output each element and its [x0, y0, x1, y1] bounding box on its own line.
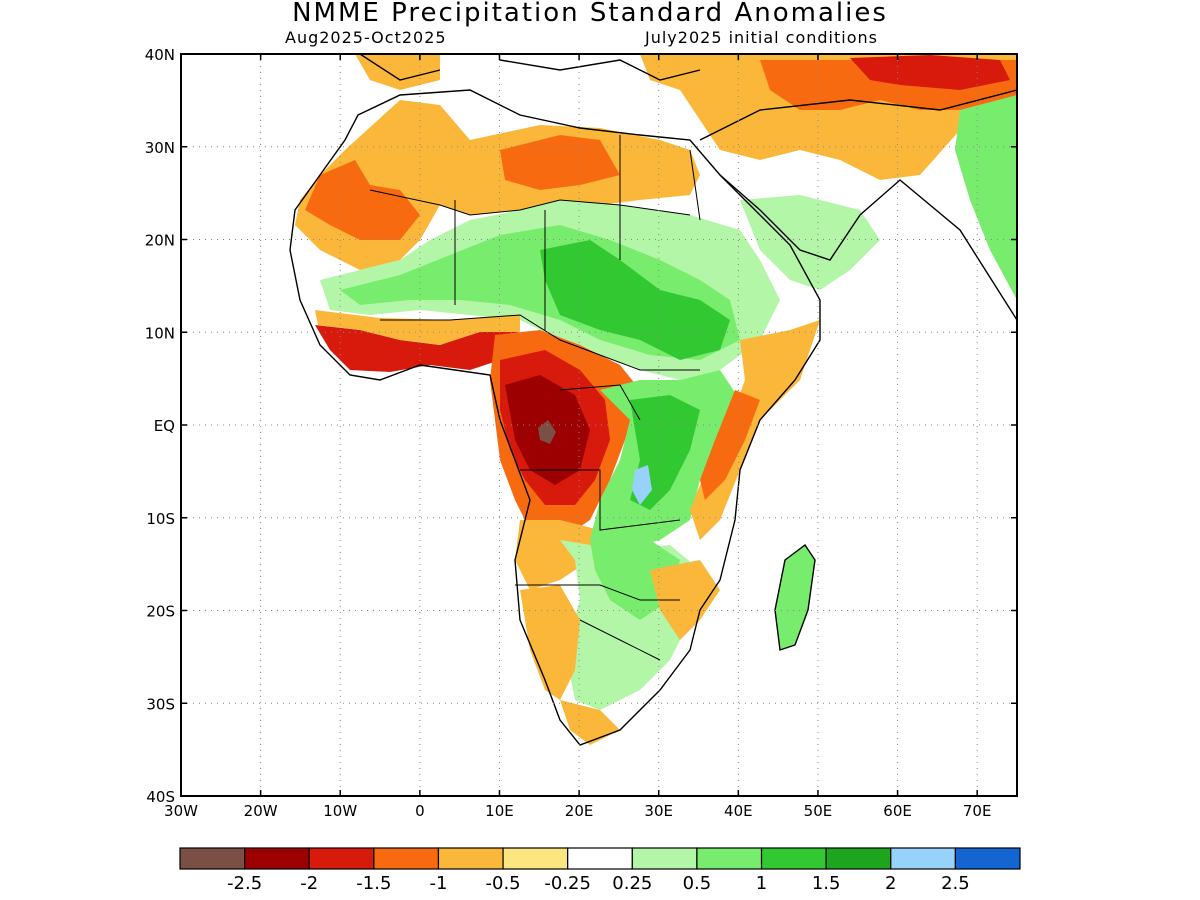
map-grid: [181, 54, 1017, 796]
anomaly-iran-red: [850, 55, 1010, 90]
lat-tick-label: 20S: [146, 603, 175, 621]
anomaly-guinea-coast-dry: [315, 325, 520, 372]
lat-tick-label: 40S: [146, 788, 175, 806]
lat-tick-label: 10N: [145, 324, 175, 342]
lon-tick-label: 60E: [883, 802, 912, 820]
legend-label: -0.5: [486, 873, 521, 894]
forecast-period: Aug2025-Oct2025: [285, 28, 447, 47]
legend-label: 1.5: [812, 873, 841, 894]
lat-tick-label: 30S: [146, 695, 175, 713]
map-title: NMME Precipitation Standard Anomalies: [292, 0, 888, 28]
legend-swatch: [760, 847, 827, 870]
anomaly-namibia-dry: [520, 585, 580, 700]
anomaly-madagascar-wet: [775, 545, 815, 650]
legend-swatch: [631, 847, 698, 870]
legend-label: 0.5: [683, 873, 712, 894]
lon-tick-label: 30W: [164, 802, 198, 820]
lat-tick-label: 30N: [145, 139, 175, 157]
anomaly-sahara-orange: [305, 160, 420, 240]
legend-swatch: [373, 847, 440, 870]
anomaly-kenya-orange: [700, 390, 760, 500]
lon-tick-label: 20W: [244, 802, 278, 820]
legend-label: -1.5: [356, 873, 391, 894]
legend-label: -2.5: [227, 873, 262, 894]
color-legend: [179, 847, 1021, 870]
lon-tick-label: 10E: [485, 802, 514, 820]
lat-tick-label: 20N: [145, 232, 175, 250]
legend-swatch: [437, 847, 504, 870]
legend-label: -2: [300, 873, 318, 894]
lon-tick-label: 40E: [724, 802, 753, 820]
lon-tick-label: 30E: [644, 802, 673, 820]
legend-swatch: [567, 847, 633, 870]
legend-swatch: [954, 847, 1021, 870]
lat-tick-label: 40N: [145, 46, 175, 64]
anomaly-mozambique-dry: [650, 560, 720, 640]
lon-tick-label: 70E: [963, 802, 992, 820]
legend-swatch: [825, 847, 892, 870]
anomaly-angola-dry: [515, 520, 600, 590]
legend-label: -1: [429, 873, 447, 894]
legend-label: 2.5: [941, 873, 970, 894]
anomaly-libya-orange: [500, 135, 620, 190]
legend-label: 2: [885, 873, 896, 894]
lat-tick-label: EQ: [154, 417, 175, 435]
lon-tick-label: 0: [415, 802, 425, 820]
anomaly-horn-dry: [690, 320, 820, 540]
legend-swatch: [696, 847, 763, 870]
lon-tick-label: 10W: [323, 802, 357, 820]
legend-swatch: [179, 847, 246, 870]
initial-conditions: July2025 initial conditions: [645, 28, 878, 47]
coastlines: [289, 54, 1017, 746]
legend-swatch: [244, 847, 310, 870]
legend-swatch: [308, 847, 375, 870]
anomaly-lake-blue: [632, 465, 652, 505]
legend-label: 0.25: [612, 873, 652, 894]
country-borders: [369, 135, 701, 661]
lon-tick-label: 20E: [565, 802, 594, 820]
legend-labels: -2.5 -2 -1.5 -1 -0.5 -0.25 0.25 0.5 1 1.5 2 2.5: [227, 873, 970, 894]
lat-tick-label: 10S: [146, 510, 175, 528]
anomaly-arabia-wet: [740, 195, 880, 290]
legend-swatch: [890, 847, 956, 870]
lon-tick-label: 50E: [804, 802, 833, 820]
anomaly-congo-brown: [538, 420, 556, 444]
anomaly-india-wet: [955, 95, 1017, 300]
anomaly-mediterranean-dry: [355, 54, 440, 90]
legend-label: 1: [756, 873, 767, 894]
legend-label: -0.25: [544, 873, 591, 894]
anomaly-cape-dry: [560, 700, 620, 745]
anomaly-sudan-darkgreen: [540, 240, 730, 360]
legend-swatch: [502, 847, 569, 870]
